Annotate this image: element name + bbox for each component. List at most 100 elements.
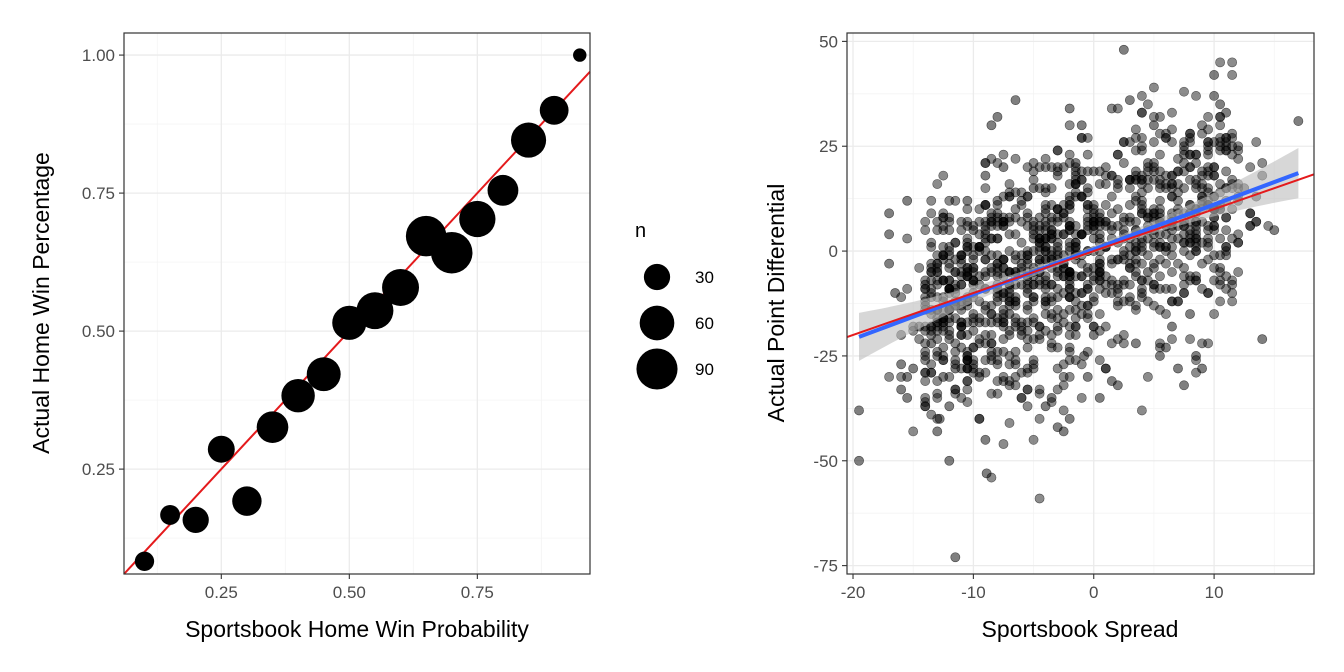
- game-point: [920, 346, 931, 357]
- game-point: [1130, 191, 1141, 202]
- game-point: [950, 254, 961, 265]
- game-point: [1100, 216, 1111, 227]
- game-point: [1118, 44, 1129, 55]
- size-legend-keys: 30 60 90: [636, 263, 714, 390]
- game-point: [1227, 279, 1238, 290]
- game-point: [1076, 288, 1087, 298]
- game-point: [1016, 325, 1027, 336]
- game-point: [992, 111, 1003, 122]
- right-y-tick-label: 50: [819, 32, 838, 51]
- game-point: [1221, 137, 1232, 147]
- game-point: [1215, 111, 1226, 122]
- game-point: [1124, 216, 1135, 227]
- game-point: [980, 434, 991, 445]
- game-point: [932, 392, 943, 403]
- game-point: [1179, 380, 1189, 391]
- game-point: [1022, 342, 1033, 353]
- game-point: [1293, 116, 1304, 126]
- size-legend-key-label: 30: [695, 268, 714, 287]
- game-point: [956, 342, 967, 353]
- game-point: [974, 338, 985, 349]
- game-point: [1064, 346, 1075, 357]
- game-point: [1215, 120, 1226, 131]
- game-point: [1022, 212, 1033, 223]
- game-point: [950, 552, 961, 563]
- game-point: [974, 241, 985, 252]
- game-point: [1149, 120, 1159, 131]
- game-point: [1215, 296, 1226, 307]
- game-point: [932, 334, 943, 345]
- game-point: [1221, 166, 1232, 177]
- game-point: [884, 229, 895, 240]
- game-point: [1197, 166, 1207, 177]
- game-point: [1245, 162, 1256, 173]
- game-point: [1136, 204, 1147, 215]
- game-point: [1004, 418, 1015, 428]
- game-point: [1136, 200, 1147, 210]
- calibration-point: [382, 269, 420, 306]
- game-point: [1088, 292, 1099, 303]
- size-legend-key-label: 90: [695, 360, 714, 379]
- game-point: [932, 267, 943, 277]
- game-point: [884, 258, 895, 269]
- game-point: [1058, 359, 1069, 370]
- game-point: [950, 355, 961, 366]
- left-panel-grid: [124, 33, 590, 574]
- game-point: [980, 225, 991, 236]
- game-point: [1179, 141, 1189, 152]
- game-point: [1118, 137, 1129, 147]
- game-point: [1028, 174, 1039, 185]
- game-point: [998, 376, 1009, 386]
- game-point: [920, 283, 931, 294]
- game-point: [1179, 246, 1189, 256]
- game-point: [1227, 70, 1238, 80]
- game-point: [1227, 296, 1238, 307]
- game-point: [920, 225, 931, 236]
- game-point: [1070, 355, 1081, 366]
- game-point: [1161, 283, 1171, 294]
- game-point: [932, 426, 943, 437]
- game-point: [1203, 141, 1213, 152]
- game-point: [854, 405, 864, 416]
- game-point: [884, 208, 895, 219]
- game-point: [1034, 384, 1045, 395]
- game-point: [1143, 158, 1153, 168]
- game-point: [938, 325, 949, 336]
- game-point: [1040, 241, 1051, 252]
- game-point: [1179, 86, 1189, 97]
- right-panel-border: [846, 32, 1315, 575]
- game-point: [1016, 392, 1027, 403]
- game-point: [1245, 208, 1256, 219]
- game-point: [938, 212, 949, 223]
- game-point: [1064, 279, 1075, 290]
- game-point: [1004, 325, 1015, 336]
- game-point: [962, 204, 973, 215]
- size-legend-title: n: [635, 220, 646, 242]
- game-point: [1082, 212, 1093, 223]
- game-point: [854, 455, 864, 466]
- game-point: [938, 250, 949, 261]
- game-point: [932, 376, 943, 386]
- game-point: [950, 267, 961, 277]
- game-point: [938, 355, 949, 366]
- game-point: [920, 401, 931, 412]
- game-point: [1058, 208, 1069, 219]
- game-point: [998, 254, 1009, 265]
- game-point: [1082, 300, 1093, 311]
- left-x-tick-label: 0.25: [205, 583, 238, 602]
- game-point: [1155, 338, 1165, 349]
- game-point: [962, 384, 973, 395]
- game-point: [1149, 300, 1159, 311]
- game-point: [1022, 363, 1033, 374]
- game-point: [1064, 221, 1075, 231]
- game-point: [1064, 267, 1075, 277]
- game-point: [992, 388, 1003, 399]
- game-point: [1118, 279, 1129, 290]
- game-point: [1034, 254, 1045, 265]
- game-point: [914, 262, 925, 273]
- right-y-tick-label: -75: [813, 557, 838, 576]
- right-y-tick-label: -25: [813, 347, 838, 366]
- game-point: [1124, 95, 1135, 106]
- left-y-tick-label: 0.25: [82, 460, 115, 479]
- game-point: [1040, 204, 1051, 215]
